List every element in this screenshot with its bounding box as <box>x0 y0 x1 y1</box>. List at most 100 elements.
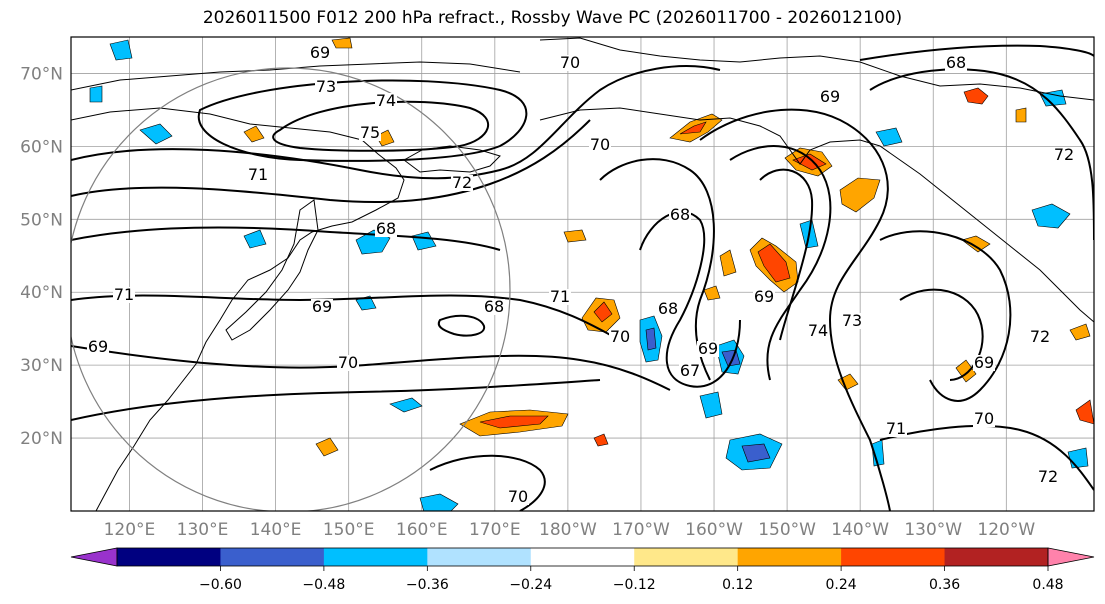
anomaly-patch <box>1031 203 1071 229</box>
anomaly-patch <box>719 249 737 277</box>
anomaly-patch <box>139 123 173 145</box>
contour-label-bg <box>113 287 135 303</box>
latitude-label: 30°N <box>20 356 63 376</box>
contour-label: 69 <box>88 337 108 356</box>
anomaly-patch <box>593 433 609 447</box>
contour-label: 71 <box>550 287 570 306</box>
colorbar-tick-label: −0.24 <box>509 577 552 593</box>
colorbar-extend-low <box>70 547 118 567</box>
contour-label-bg <box>451 175 473 191</box>
contour-label: 68 <box>946 53 966 72</box>
anomaly-patch <box>109 39 133 61</box>
contour-label-bg <box>841 313 863 329</box>
contour-label: 68 <box>658 299 678 318</box>
contour-label: 72 <box>1030 327 1050 346</box>
contour-label: 72 <box>452 173 472 192</box>
anomaly-patch <box>645 327 657 351</box>
colorbar-tick-label: 0.24 <box>826 577 857 593</box>
longitude-label: 150°W <box>758 520 816 540</box>
contour-label-bg <box>753 289 775 305</box>
contour-label-bg <box>549 289 571 305</box>
longitude-label: 140°W <box>831 520 889 540</box>
contour-label-bg <box>885 421 907 437</box>
anomaly-patch <box>315 437 339 457</box>
map-border <box>70 36 1095 512</box>
contour-label-bg <box>657 301 679 317</box>
anomaly-patch <box>243 229 267 249</box>
map-content: 73 74 75 71 72 68 68 69 70 71 69 68 67 69 69 70 71 72 70 70… <box>71 37 1094 511</box>
contour-label-bg <box>973 411 995 427</box>
contour-label-bg <box>559 55 581 71</box>
anomaly-patch <box>593 301 613 323</box>
contour-label-bg <box>311 299 333 315</box>
latitude-label: 50°N <box>20 210 63 230</box>
colorbar-segment <box>530 548 635 566</box>
anomaly-patch <box>419 493 459 511</box>
contour-label: 70 <box>338 353 358 372</box>
colorbar-tick-label: −0.36 <box>406 577 449 593</box>
contour-label: 68 <box>484 297 504 316</box>
anomaly-patch <box>741 443 771 463</box>
contour-label-bg <box>679 363 701 379</box>
colorbar-tick-label: −0.60 <box>199 577 242 593</box>
anomaly-patch <box>963 87 989 105</box>
colorbar-segment <box>427 548 532 566</box>
contour-label: 74 <box>808 321 828 340</box>
contour-label-bg <box>973 355 995 371</box>
map-title: 2026011500 F012 200 hPa refract., Rossby… <box>202 8 903 28</box>
contour-label: 72 <box>1054 145 1074 164</box>
contour-label-bg <box>1029 329 1051 345</box>
anomaly-patch <box>1039 89 1067 107</box>
contour-label: 69 <box>820 87 840 106</box>
colorbar: −0.60 −0.48 −0.36 −0.24 −0.12 0.12 0.24 0.36 0.4… <box>70 547 1095 593</box>
anomaly-patch <box>243 125 265 143</box>
map-area[interactable] <box>71 37 1094 511</box>
anomaly-patch <box>875 127 903 147</box>
contour-label: 68 <box>670 205 690 224</box>
colorbar-segment <box>117 548 221 566</box>
contour-label: 70 <box>974 409 994 428</box>
colorbar-segment <box>841 548 946 566</box>
contour-label-bg <box>375 221 397 237</box>
colorbar-outline <box>116 547 1049 567</box>
contour-label-bg <box>589 137 611 153</box>
latitude-label: 20°N <box>20 429 63 449</box>
anomaly-patch <box>389 397 423 413</box>
latitude-label: 40°N <box>20 283 63 303</box>
contour-label-bg <box>315 79 337 95</box>
anomaly-patch <box>839 177 881 213</box>
refractivity-contours <box>71 44 1094 511</box>
contour-label: 67 <box>680 361 700 380</box>
anomaly-patch <box>89 85 103 103</box>
contour-label: 73 <box>842 311 862 330</box>
contour-label: 71 <box>248 165 268 184</box>
longitude-label: 140°E <box>250 520 302 540</box>
latitude-label: 60°N <box>20 137 63 157</box>
contour-label-bg <box>309 45 331 61</box>
contour-label: 70 <box>590 135 610 154</box>
longitude-label: 170°E <box>469 520 521 540</box>
colorbar-tick-label: −0.48 <box>302 577 345 593</box>
anomaly-patch <box>871 439 885 467</box>
longitude-label: 160°E <box>396 520 448 540</box>
anomaly-patch <box>1015 107 1027 123</box>
contour-label-bg <box>819 89 841 105</box>
contour-label: 72 <box>1038 467 1058 486</box>
anomaly-patch <box>563 229 587 243</box>
contour-label: 71 <box>114 285 134 304</box>
anomaly-patch <box>679 121 707 135</box>
longitude-label: 120°E <box>104 520 156 540</box>
anomaly-patch <box>331 37 353 49</box>
longitude-label: 150°E <box>323 520 375 540</box>
colorbar-segment <box>737 548 842 566</box>
contour-label: 75 <box>360 123 380 142</box>
contour-label: 70 <box>560 53 580 72</box>
contour-label: 69 <box>754 287 774 306</box>
contour-label: 73 <box>316 77 336 96</box>
contour-label-bg <box>1037 469 1059 485</box>
colorbar-segment <box>634 548 739 566</box>
latitude-labels: 70°N 60°N 50°N 40°N 30°N 20°N <box>20 64 63 449</box>
colorbar-segment <box>944 548 1049 566</box>
longitude-label: 180°W <box>539 520 597 540</box>
